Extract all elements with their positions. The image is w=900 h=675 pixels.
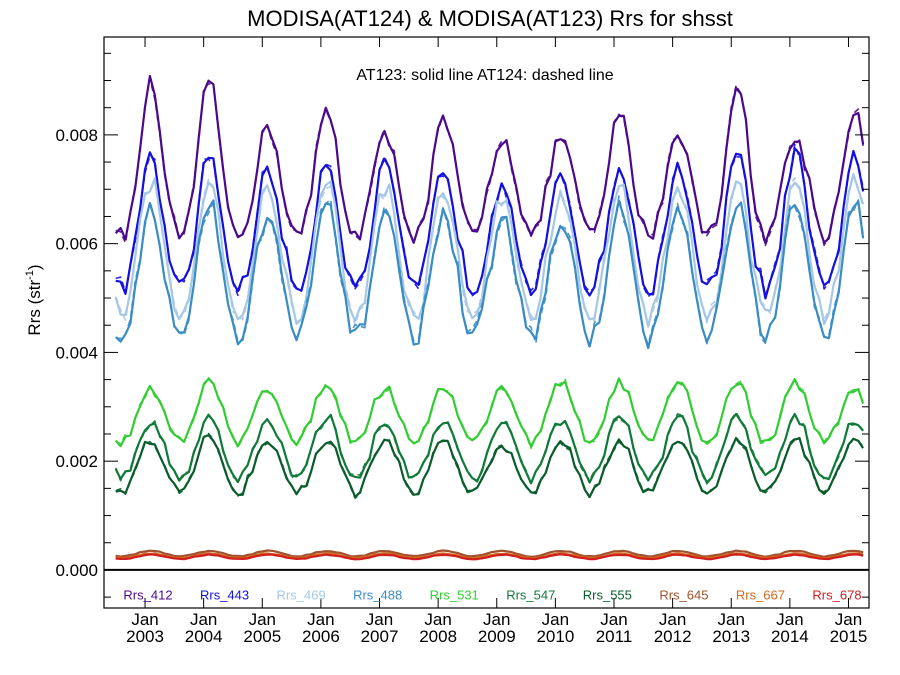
x-tick-month-label: Jan bbox=[483, 610, 510, 629]
legend-entry-rrs-678: Rrs_678 bbox=[812, 587, 861, 602]
x-tick-month-label: Jan bbox=[776, 610, 803, 629]
legend-entry-rrs-443: Rrs_443 bbox=[200, 587, 249, 602]
line-style-annotation: AT123: solid line AT124: dashed line bbox=[356, 67, 613, 84]
series-line-rrs-412 bbox=[114, 74, 865, 245]
x-tick-month-label: Jan bbox=[249, 610, 276, 629]
legend-entry-rrs-547: Rrs_547 bbox=[506, 587, 555, 602]
series-dashed-line-rrs-412 bbox=[115, 78, 864, 247]
legend-entry-rrs-469: Rrs_469 bbox=[277, 587, 326, 602]
y-tick-label: 0.008 bbox=[55, 126, 98, 145]
plot-frame bbox=[103, 36, 870, 609]
legend-entry-rrs-488: Rrs_488 bbox=[353, 587, 402, 602]
axes: 0.0000.0020.0040.0060.008Jan2003Jan2004J… bbox=[55, 36, 870, 646]
x-tick-year-label: 2003 bbox=[126, 627, 164, 646]
y-tick-label: 0.004 bbox=[55, 343, 98, 362]
legend-entry-rrs-412: Rrs_412 bbox=[123, 587, 172, 602]
x-tick-year-label: 2014 bbox=[771, 627, 809, 646]
legend-entry-rrs-645: Rrs_645 bbox=[659, 587, 708, 602]
y-axis-label: Rrs (str-1) bbox=[24, 264, 44, 335]
series-line-rrs-469 bbox=[114, 173, 865, 328]
legend-entry-rrs-667: Rrs_667 bbox=[736, 587, 785, 602]
series-dashed-line-rrs-645 bbox=[115, 549, 864, 558]
x-tick-year-label: 2015 bbox=[830, 627, 868, 646]
x-tick-month-label: Jan bbox=[131, 610, 158, 629]
x-tick-month-label: Jan bbox=[542, 610, 569, 629]
x-tick-month-label: Jan bbox=[600, 610, 627, 629]
x-tick-month-label: Jan bbox=[835, 610, 862, 629]
x-tick-year-label: 2006 bbox=[302, 627, 340, 646]
legend-entry-rrs-555: Rrs_555 bbox=[583, 587, 632, 602]
series-dashed-line-rrs-555 bbox=[115, 432, 864, 500]
x-tick-month-label: Jan bbox=[190, 610, 217, 629]
x-tick-year-label: 2013 bbox=[712, 627, 750, 646]
y-axis-label-close: ) bbox=[25, 264, 44, 270]
x-tick-year-label: 2011 bbox=[596, 627, 633, 646]
y-tick-label: 0.006 bbox=[55, 235, 98, 254]
y-axis-label-superscript: -1 bbox=[24, 270, 36, 280]
y-tick-label: 0.000 bbox=[55, 561, 98, 580]
series-dashed-line-rrs-678 bbox=[115, 553, 864, 561]
plot-area bbox=[114, 74, 865, 561]
series-dashed-line-rrs-469 bbox=[114, 174, 864, 328]
x-tick-year-label: 2008 bbox=[419, 627, 457, 646]
x-tick-year-label: 2004 bbox=[185, 627, 223, 646]
x-tick-month-label: Jan bbox=[366, 610, 393, 629]
x-tick-month-label: Jan bbox=[307, 610, 334, 629]
x-tick-year-label: 2005 bbox=[243, 627, 281, 646]
x-tick-year-label: 2012 bbox=[654, 627, 692, 646]
y-axis-label-base: Rrs (str bbox=[25, 280, 44, 336]
x-tick-year-label: 2009 bbox=[478, 627, 516, 646]
x-tick-month-label: Jan bbox=[659, 610, 686, 629]
x-tick-year-label: 2007 bbox=[361, 627, 399, 646]
x-tick-year-label: 2010 bbox=[536, 627, 574, 646]
series-dashed-line-rrs-547 bbox=[114, 411, 864, 485]
series-dashed-line-rrs-488 bbox=[115, 195, 864, 350]
x-tick-month-label: Jan bbox=[718, 610, 745, 629]
legend-entry-rrs-531: Rrs_531 bbox=[430, 587, 479, 602]
series-dashed-line-rrs-443 bbox=[115, 143, 864, 298]
series-dashed-line-rrs-531 bbox=[115, 376, 864, 450]
y-tick-label: 0.002 bbox=[55, 452, 98, 471]
series-line-rrs-488 bbox=[114, 199, 865, 350]
legend: Rrs_412 Rrs_443 Rrs_469 Rrs_488 Rrs_531 Rrs_5… bbox=[123, 587, 861, 602]
x-tick-month-label: Jan bbox=[424, 610, 451, 629]
chart-title: MODISA(AT124) & MODISA(AT123) Rrs for sh… bbox=[247, 6, 733, 31]
